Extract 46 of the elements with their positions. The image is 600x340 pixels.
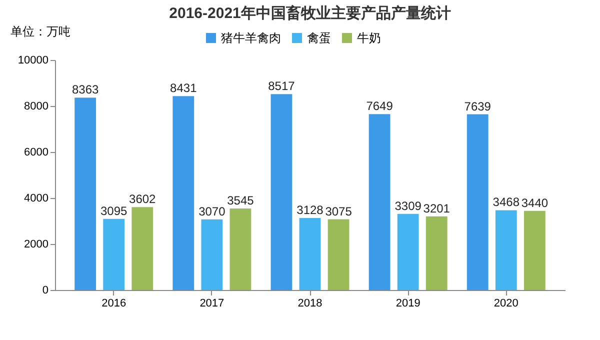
bar (201, 219, 223, 290)
x-tick-label: 2020 (494, 298, 518, 310)
bar (230, 208, 252, 290)
data-label: 3070 (198, 204, 226, 218)
bar (495, 210, 517, 290)
data-label: 3201 (423, 201, 450, 216)
data-label: 3468 (492, 195, 520, 210)
data-label: 7649 (366, 99, 394, 114)
bar (172, 96, 194, 290)
data-label: 3075 (325, 204, 352, 218)
data-label: 3128 (296, 203, 324, 218)
x-tick-label: 2016 (102, 298, 126, 310)
y-tick-label: 0 (42, 284, 48, 296)
data-label: 3602 (129, 192, 156, 206)
legend-label: 牛奶 (357, 31, 381, 45)
y-tick-label: 10000 (18, 54, 48, 66)
data-label: 3545 (227, 193, 254, 208)
bar (426, 216, 448, 290)
legend-label: 禽蛋 (307, 31, 331, 45)
bar (74, 98, 96, 290)
y-tick-label: 2000 (24, 238, 48, 250)
data-label: 8517 (268, 79, 296, 94)
y-axis-title: 单位：万吨 (10, 24, 70, 38)
x-tick-label: 2017 (200, 298, 224, 310)
x-tick-label: 2018 (298, 298, 322, 310)
bar (103, 218, 125, 290)
y-tick-label: 8000 (24, 100, 48, 112)
bar (328, 219, 350, 290)
data-label: 3095 (100, 204, 128, 218)
bar (270, 94, 292, 290)
bar (466, 114, 488, 290)
bar (132, 207, 154, 290)
x-tick-label: 2019 (396, 298, 420, 310)
data-label: 8431 (170, 81, 198, 96)
data-label: 3440 (521, 196, 548, 210)
legend-label: 猪牛羊禽肉 (221, 31, 281, 45)
data-label: 8363 (72, 82, 99, 97)
bar (299, 218, 321, 290)
data-label: 7639 (464, 99, 492, 114)
data-label: 3309 (394, 198, 422, 213)
y-tick-label: 6000 (24, 146, 48, 158)
chart-title: 2016-2021年中国畜牧业主要产品产量统计 (169, 4, 451, 22)
bar (397, 214, 419, 290)
y-tick-label: 4000 (24, 192, 48, 204)
bar (368, 114, 390, 290)
bar (524, 210, 546, 290)
